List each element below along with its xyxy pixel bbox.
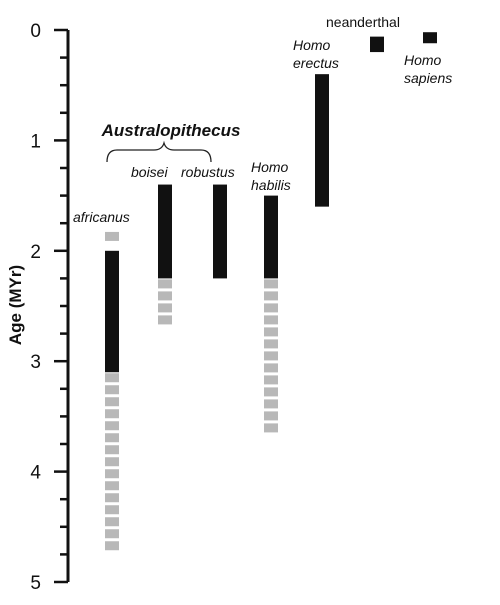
confirmed-range-bar	[423, 32, 437, 44]
y-tick-label: 5	[30, 573, 41, 594]
range-bars	[105, 32, 437, 551]
y-tick-label: 0	[30, 21, 41, 42]
uncertain-range-segment	[105, 541, 119, 551]
uncertain-range-segment	[105, 433, 119, 443]
uncertain-range-segment	[105, 373, 119, 383]
y-tick-label: 1	[30, 131, 41, 152]
uncertain-range-segment	[264, 399, 278, 409]
y-axis-title: Age (MYr)	[6, 265, 25, 345]
series-label: robustus	[181, 164, 235, 180]
confirmed-range-bar	[158, 184, 172, 279]
uncertain-range-segment	[105, 505, 119, 515]
uncertain-range-segment	[264, 351, 278, 361]
confirmed-range-bar	[315, 74, 329, 207]
uncertain-range-segment	[264, 387, 278, 397]
y-tick-label: 3	[30, 352, 41, 373]
series-label: Homo habilis	[251, 159, 291, 193]
series-neanderthal	[370, 36, 384, 53]
series-africanus	[105, 231, 119, 551]
series-label: boisei	[131, 164, 168, 180]
y-tick-label: 4	[30, 463, 41, 484]
group-brace	[106, 140, 212, 163]
uncertain-range-segment	[264, 411, 278, 421]
group-annotation: Australopithecus	[101, 121, 241, 163]
series-label: africanus	[73, 209, 130, 225]
uncertain-range-segment	[105, 421, 119, 431]
uncertain-range-segment	[105, 385, 119, 395]
uncertain-range-segment	[105, 409, 119, 419]
uncertain-range-segment	[158, 291, 172, 301]
uncertain-range-segment	[105, 517, 119, 527]
series-homo-sapiens	[423, 32, 437, 44]
series-homo-erectus	[315, 74, 329, 207]
y-axis: 0 1 2 3 4 5 Age (MYr)	[6, 21, 70, 594]
uncertain-range-segment	[105, 457, 119, 467]
uncertain-range-segment	[264, 315, 278, 325]
series-robustus	[213, 184, 227, 279]
confirmed-range-bar	[370, 36, 384, 53]
uncertain-range-segment	[105, 493, 119, 503]
uncertain-range-segment	[264, 303, 278, 313]
series-homo-habilis	[264, 195, 278, 433]
taxon-labels: africanus boisei robustus Homo habilis Homo er…	[73, 14, 452, 225]
series-boisei	[158, 184, 172, 325]
confirmed-range-bar	[213, 184, 227, 279]
group-label: Australopithecus	[101, 121, 241, 140]
series-label: neanderthal	[326, 14, 400, 30]
uncertain-range-segment	[105, 397, 119, 407]
uncertain-range-segment	[264, 339, 278, 349]
uncertain-range-segment	[158, 303, 172, 313]
uncertain-range-segment	[105, 231, 119, 241]
uncertain-range-segment	[264, 291, 278, 301]
series-label: Homo erectus	[293, 37, 339, 71]
uncertain-range-segment	[264, 279, 278, 289]
uncertain-range-segment	[264, 327, 278, 337]
uncertain-range-segment	[264, 375, 278, 385]
uncertain-range-segment	[158, 279, 172, 289]
y-tick-label: 2	[30, 242, 41, 263]
uncertain-range-segment	[264, 363, 278, 373]
series-label: Homo sapiens	[404, 52, 452, 86]
uncertain-range-segment	[158, 315, 172, 325]
confirmed-range-bar	[264, 195, 278, 279]
uncertain-range-segment	[105, 469, 119, 479]
uncertain-range-segment	[105, 481, 119, 491]
uncertain-range-segment	[105, 529, 119, 539]
uncertain-range-segment	[264, 423, 278, 433]
uncertain-range-segment	[105, 445, 119, 455]
confirmed-range-bar	[105, 250, 119, 373]
